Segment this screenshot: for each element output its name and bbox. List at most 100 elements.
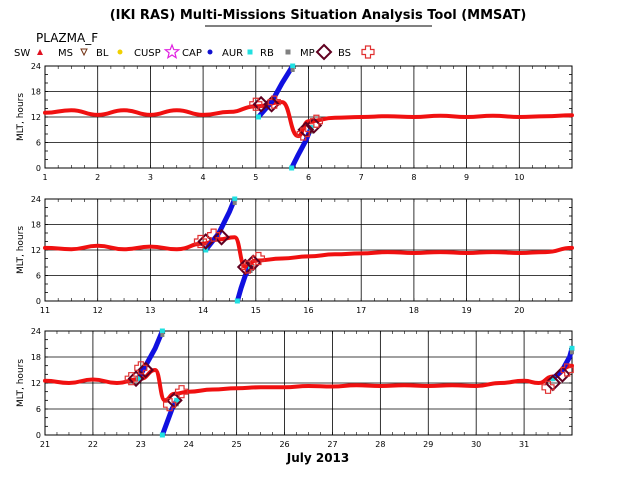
y-axis-label: MLT, hours — [16, 359, 26, 407]
x-tick-label: 27 — [327, 440, 337, 449]
legend-label-cap: CAP — [182, 48, 202, 59]
mp-diamond-marker — [197, 233, 215, 250]
aur-marker — [290, 63, 296, 69]
x-tick-label: 23 — [136, 440, 146, 449]
aur-marker — [255, 114, 261, 120]
legend-triangle-down-icon — [80, 48, 88, 57]
x-tick-label: 20 — [514, 306, 524, 315]
y-tick-label: 0 — [36, 431, 41, 440]
y-tick-label: 24 — [31, 62, 41, 71]
legend-star-icon — [163, 43, 181, 60]
y-tick-label: 6 — [36, 139, 41, 148]
x-tick-label: 2 — [95, 173, 100, 182]
x-tick-label: 8 — [411, 173, 416, 182]
y-tick-label: 18 — [31, 353, 41, 362]
x-tick-label: 16 — [303, 306, 313, 315]
legend-label-bl: BL — [96, 48, 109, 59]
mp-diamond-marker — [127, 370, 145, 388]
legend-dot-icon — [207, 49, 213, 55]
x-tick-label: 28 — [375, 440, 385, 449]
bs-cross-marker — [162, 398, 177, 412]
bs-cross-marker — [251, 251, 266, 266]
aur-marker — [135, 376, 141, 382]
y-tick-label: 12 — [31, 246, 41, 255]
panel-2: 0 6 12 18 24 11 12 13 14 15 16 17 18 19 20 MLT, hours — [16, 195, 574, 315]
x-tick-label: 18 — [409, 306, 419, 315]
aur-marker — [289, 165, 295, 171]
x-month-label: July 2013 — [286, 451, 350, 465]
legend-triangle-icon — [37, 49, 43, 55]
aur-marker — [159, 432, 165, 438]
x-tick-label: 31 — [519, 440, 529, 449]
aur-marker — [232, 196, 238, 202]
bs-cross-marker — [541, 380, 555, 394]
x-tick-label: 11 — [40, 306, 50, 315]
mp-diamond-marker — [213, 228, 230, 246]
aur-marker — [174, 397, 180, 403]
x-tick-label: 24 — [184, 440, 194, 449]
aur-marker — [234, 298, 240, 304]
legend-label-rb: RB — [260, 48, 274, 59]
x-tick-label: 29 — [423, 440, 433, 449]
cap-orbit-segment — [255, 63, 296, 120]
x-tick-label: 6 — [306, 173, 311, 182]
y-tick-label: 12 — [31, 113, 41, 122]
aur-marker — [550, 376, 556, 382]
legend-label-mp: MP — [300, 48, 315, 59]
bs-cross-marker — [560, 363, 574, 377]
legend-square-icon — [285, 49, 291, 55]
y-axis-label: MLT, hours — [16, 93, 26, 141]
legend-dot-icon — [117, 49, 123, 55]
y-axis-label: MLT, hours — [16, 226, 26, 274]
x-tick-label: 21 — [40, 440, 50, 449]
aur-marker — [159, 328, 165, 334]
x-tick-label: 12 — [93, 306, 103, 315]
rb-marker — [290, 68, 295, 72]
y-tick-label: 18 — [31, 221, 41, 230]
aur-marker — [203, 247, 209, 253]
x-tick-label: 10 — [514, 173, 524, 182]
x-tick-label: 30 — [471, 440, 481, 449]
legend-label-bs: BS — [338, 48, 351, 59]
y-tick-label: 24 — [31, 195, 41, 204]
satellite-name: PLAZMA_F — [36, 31, 98, 45]
bs-cross-marker — [309, 114, 324, 128]
bs-cross-marker — [174, 385, 189, 399]
bs-cross-marker — [296, 127, 310, 141]
legend-label-cusp: CUSP — [134, 48, 161, 59]
x-tick-label: 13 — [145, 306, 155, 315]
rb-marker — [160, 333, 165, 337]
bs-cross-marker — [249, 97, 263, 111]
x-tick-label: 26 — [279, 440, 289, 449]
x-tick-label: 25 — [232, 440, 242, 449]
bs-cross-marker — [193, 234, 208, 249]
panel-3: 0 6 12 18 24 21 22 23 24 25 26 27 28 29 30 31 MLT, hours — [16, 327, 575, 449]
bs-cross-marker — [207, 228, 221, 242]
y-tick-label: 6 — [36, 405, 41, 414]
legend-label-aur: AUR — [222, 48, 243, 59]
sw-series-line — [43, 100, 574, 139]
chart-title: (IKI RAS) Multi-Missions Situation Analy… — [110, 8, 527, 23]
legend-diamond-icon — [315, 43, 333, 61]
x-tick-label: 15 — [251, 306, 261, 315]
bs-cross-marker — [134, 361, 148, 375]
cap-orbit-segment — [159, 397, 180, 438]
mp-diamond-marker — [263, 95, 281, 113]
bs-cross-marker — [267, 95, 281, 109]
y-tick-label: 18 — [31, 88, 41, 97]
y-tick-label: 12 — [31, 379, 41, 388]
x-tick-label: 22 — [88, 440, 98, 449]
y-tick-label: 0 — [36, 297, 41, 306]
y-tick-label: 0 — [36, 164, 41, 173]
legend-square-icon — [247, 49, 253, 55]
x-tick-label: 1 — [42, 173, 47, 182]
legend-label-ms: MS — [58, 48, 73, 59]
y-tick-label: 24 — [31, 327, 41, 336]
x-tick-label: 17 — [356, 306, 366, 315]
bs-cross-marker — [241, 260, 255, 274]
x-tick-label: 5 — [253, 173, 258, 182]
bs-cross-marker — [124, 372, 138, 386]
